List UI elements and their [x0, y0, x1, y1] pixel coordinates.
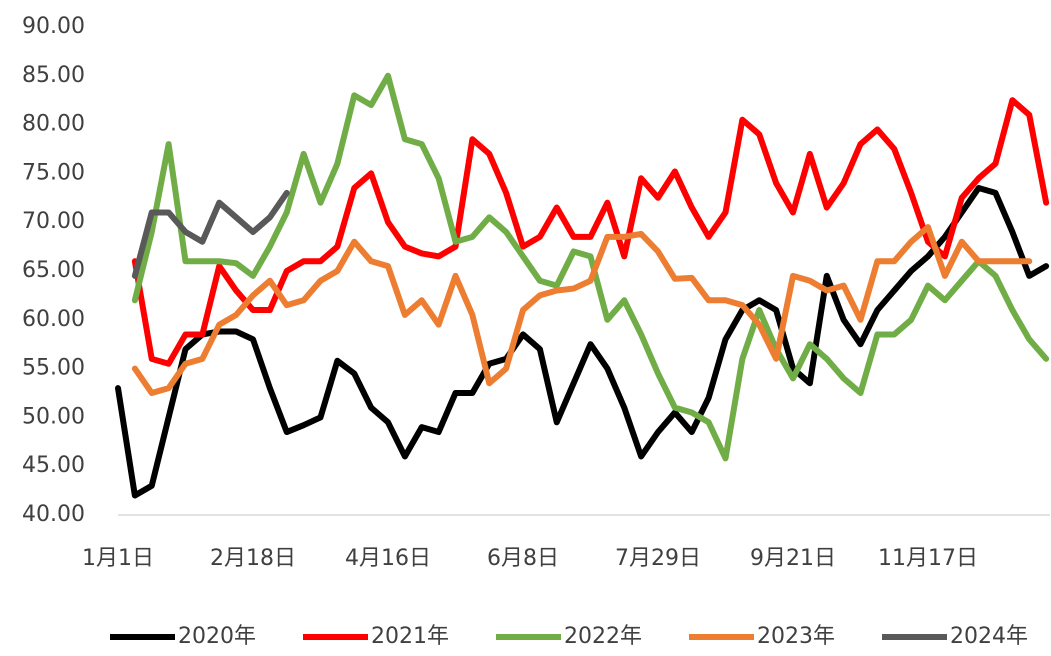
series-line: [115, 185, 1050, 499]
series-line: [131, 189, 290, 279]
y-tick-label: 90.00: [22, 14, 85, 39]
series-line: [131, 72, 1050, 462]
x-tick-label: 1月1日: [82, 546, 154, 571]
x-tick-label: 7月29日: [615, 546, 701, 571]
x-tick-label: 4月16日: [345, 546, 431, 571]
legend-label: 2020年: [178, 624, 256, 649]
y-tick-label: 45.00: [22, 453, 85, 478]
x-tick-label: 2月18日: [210, 546, 296, 571]
x-tick-label: 11月17日: [878, 546, 978, 571]
y-tick-label: 85.00: [22, 63, 85, 88]
y-tick-label: 40.00: [22, 502, 85, 527]
y-tick-label: 60.00: [22, 307, 85, 332]
x-tick-label: 6月8日: [487, 546, 559, 571]
y-tick-label: 80.00: [22, 112, 85, 137]
legend-label: 2021年: [371, 624, 449, 649]
series-line: [131, 97, 1050, 367]
y-tick-label: 50.00: [22, 404, 85, 429]
y-tick-label: 55.00: [22, 356, 85, 381]
y-tick-label: 75.00: [22, 160, 85, 185]
legend-label: 2022年: [564, 624, 642, 649]
x-tick-label: 9月21日: [750, 546, 836, 571]
series-line: [131, 224, 1033, 396]
legend-label: 2023年: [757, 624, 835, 649]
y-tick-label: 65.00: [22, 258, 85, 283]
legend-label: 2024年: [950, 624, 1028, 649]
y-tick-label: 70.00: [22, 209, 85, 234]
